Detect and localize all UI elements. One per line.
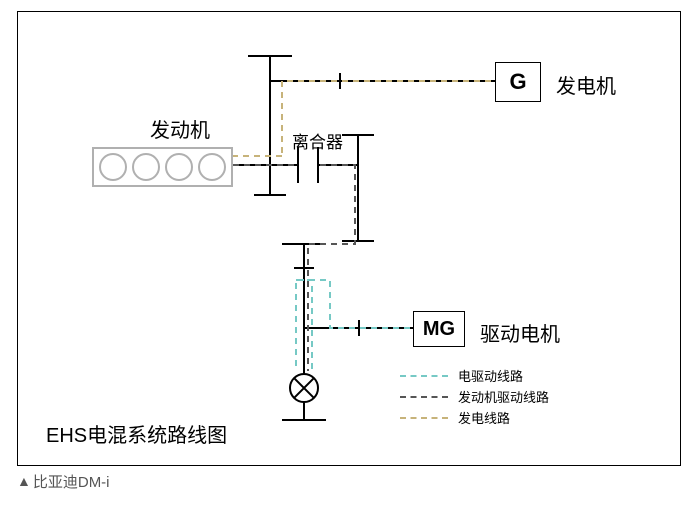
legend-text: 发动机驱动线路: [458, 387, 549, 406]
engine-cylinder: [132, 153, 160, 181]
engine-block: [92, 147, 233, 187]
legend-line: [400, 375, 448, 377]
generator-label: 发电机: [556, 70, 616, 99]
diagram-title: EHS电混系统路线图: [46, 419, 227, 448]
motor-box: MG: [413, 311, 465, 347]
legend-line: [400, 396, 448, 398]
motor-label: 驱动电机: [480, 318, 560, 347]
legend-line: [400, 417, 448, 419]
engine-cylinder: [198, 153, 226, 181]
caption-text: 比亚迪DM-i: [33, 474, 110, 491]
caption: ▲比亚迪DM-i: [17, 471, 110, 492]
motor-box-text: MG: [423, 318, 455, 341]
caption-marker: ▲: [17, 473, 31, 489]
generator-box-text: G: [509, 69, 526, 95]
engine-cylinder: [99, 153, 127, 181]
engine-cylinder: [165, 153, 193, 181]
legend-text: 电驱动线路: [458, 366, 523, 385]
legend-text: 发电线路: [458, 408, 510, 427]
diagram-root: { "frame": { "x": 17, "y": 11, "w": 662,…: [0, 0, 700, 506]
engine-label: 发动机: [150, 114, 210, 143]
generator-box: G: [495, 62, 541, 102]
clutch-label: 离合器: [292, 128, 343, 153]
